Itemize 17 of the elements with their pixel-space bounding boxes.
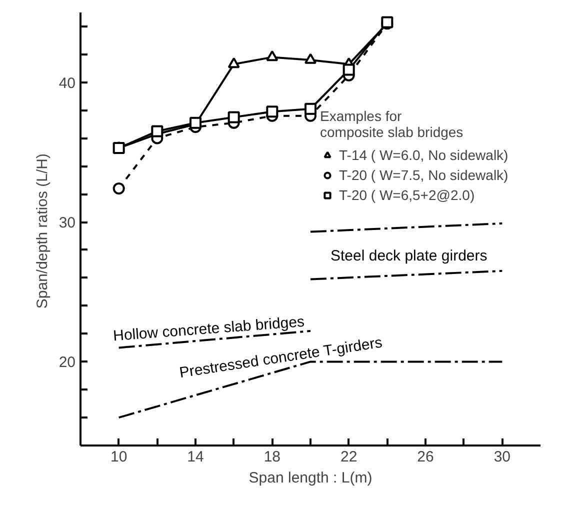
x-tick-label: 14 [187,448,204,466]
series-label: Steel deck plate girders [330,247,488,264]
legend-title: Examples for composite slab bridges [320,108,464,140]
x-tick-label: 18 [264,448,281,466]
x-tick-label: 26 [417,448,434,466]
y-tick-label: 40 [58,74,76,92]
y-axis-title: Span/depth ratios (L/H) [34,154,51,309]
legend-label: T-20 ( W=6,5+2@2.0) [339,187,475,203]
legend-label: T-14 ( W=6.0, No sidewalk) [339,147,508,163]
x-tick-label: 22 [340,448,358,466]
x-tick-label: 30 [494,448,511,466]
legend-label: T-20 ( W=7.5, No sidewalk) [339,167,508,183]
series-label: Hollow concrete slab bridges [112,313,306,345]
y-tick-label: 30 [58,214,76,232]
x-axis-title: Span length : L(m) [248,470,372,486]
x-tick-label: 10 [110,448,128,466]
y-tick-label: 20 [58,354,76,372]
